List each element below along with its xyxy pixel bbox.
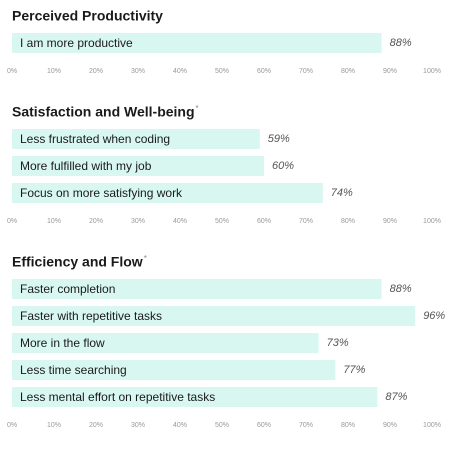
value-label: 96% <box>423 310 445 322</box>
bar <box>12 33 382 53</box>
x-tick-label: 0% <box>7 422 17 429</box>
x-tick-label: 80% <box>341 422 355 429</box>
x-tick-label: 30% <box>131 68 145 75</box>
x-tick-label: 20% <box>89 218 103 225</box>
bar <box>12 333 319 353</box>
x-tick-label: 60% <box>257 218 271 225</box>
x-tick-label: 70% <box>299 218 313 225</box>
category-label: Faster completion <box>20 282 115 296</box>
category-label: Less mental effort on repetitive tasks <box>20 390 215 404</box>
title-mark: * <box>196 104 199 113</box>
x-tick-label: 80% <box>341 218 355 225</box>
x-tick-label: 20% <box>89 422 103 429</box>
x-tick-label: 40% <box>173 68 187 75</box>
x-tick-label: 60% <box>257 422 271 429</box>
value-label: 73% <box>327 337 349 349</box>
x-tick-label: 50% <box>215 218 229 225</box>
x-tick-label: 50% <box>215 422 229 429</box>
value-label: 77% <box>343 364 365 376</box>
bar <box>12 360 336 380</box>
x-tick-label: 30% <box>131 422 145 429</box>
x-tick-label: 20% <box>89 68 103 75</box>
bar <box>12 183 323 203</box>
bar <box>12 387 378 407</box>
panel-title: Perceived Productivity <box>12 8 163 24</box>
x-tick-label: 40% <box>173 422 187 429</box>
x-tick-label: 100% <box>423 422 441 429</box>
value-label: 87% <box>385 391 407 403</box>
category-label: Less frustrated when coding <box>20 132 170 146</box>
x-tick-label: 60% <box>257 68 271 75</box>
panel-title: Efficiency and Flow <box>12 254 143 270</box>
x-tick-label: 80% <box>341 68 355 75</box>
x-tick-label: 90% <box>383 422 397 429</box>
x-tick-label: 100% <box>423 68 441 75</box>
value-label: 88% <box>390 283 412 295</box>
value-label: 88% <box>390 37 412 49</box>
category-label: More in the flow <box>20 336 105 350</box>
bar <box>12 129 260 149</box>
category-label: Less time searching <box>20 363 127 377</box>
x-tick-label: 90% <box>383 68 397 75</box>
x-tick-label: 0% <box>7 68 17 75</box>
x-tick-label: 90% <box>383 218 397 225</box>
category-label: Focus on more satisfying work <box>20 186 183 200</box>
bar <box>12 279 382 299</box>
bar <box>12 156 264 176</box>
value-label: 60% <box>272 160 294 172</box>
category-label: More fulfilled with my job <box>20 159 152 173</box>
bar <box>12 306 416 326</box>
x-tick-label: 10% <box>47 218 61 225</box>
x-tick-label: 70% <box>299 68 313 75</box>
x-tick-label: 40% <box>173 218 187 225</box>
x-tick-label: 30% <box>131 218 145 225</box>
category-label: Faster with repetitive tasks <box>20 309 162 323</box>
value-label: 59% <box>268 133 290 145</box>
category-label: I am more productive <box>20 36 133 50</box>
x-tick-label: 70% <box>299 422 313 429</box>
x-tick-label: 0% <box>7 218 17 225</box>
x-tick-label: 100% <box>423 218 441 225</box>
x-tick-label: 10% <box>47 422 61 429</box>
panel-title: Satisfaction and Well-being <box>12 104 195 120</box>
value-label: 74% <box>331 187 353 199</box>
title-mark: * <box>144 254 147 263</box>
x-tick-label: 50% <box>215 68 229 75</box>
x-tick-label: 10% <box>47 68 61 75</box>
